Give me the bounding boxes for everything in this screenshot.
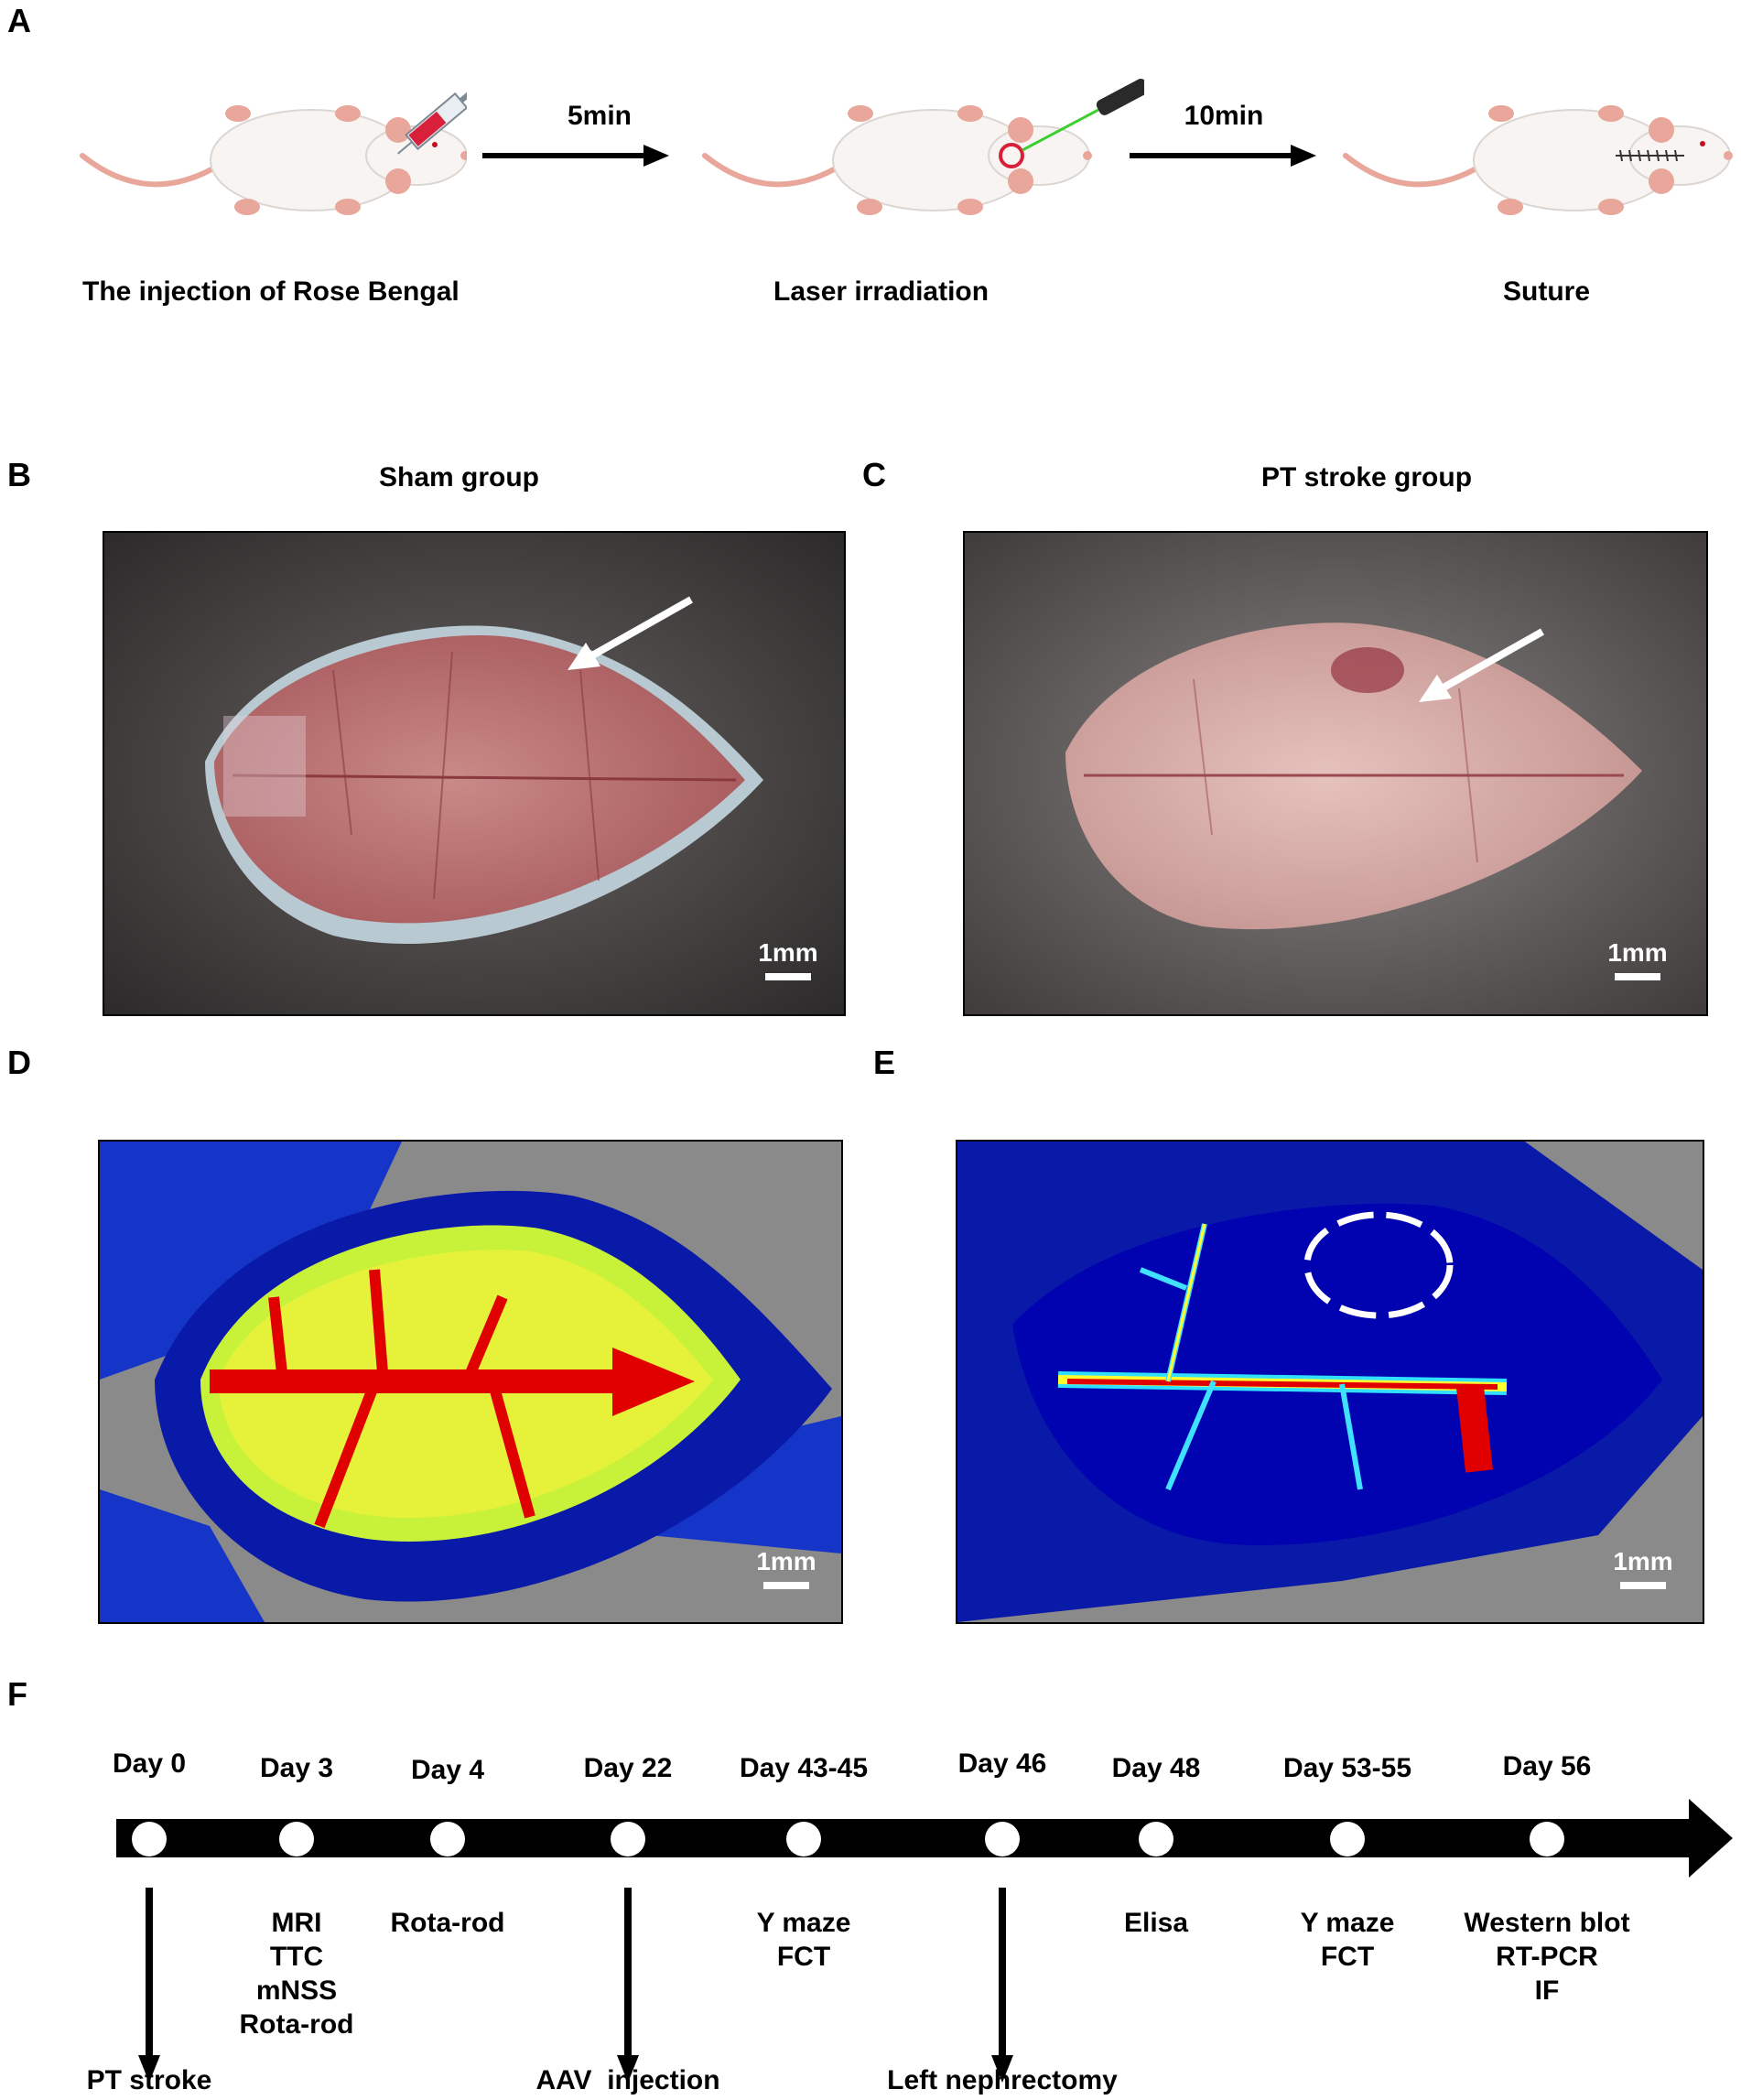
arrow-label-2: 10min bbox=[1184, 101, 1264, 131]
timeline-dot bbox=[985, 1822, 1020, 1856]
timeline-day-label: Day 4 bbox=[410, 1755, 485, 1785]
white-arrow-icon bbox=[568, 596, 693, 670]
down-arrow-icon bbox=[138, 1888, 160, 2083]
scale-bar-e: 1mm bbox=[1602, 1547, 1684, 1589]
timeline-dot bbox=[1530, 1822, 1564, 1856]
panel-title-sham: Sham group bbox=[379, 462, 540, 493]
timeline-activities: MRI TTC mNSS Rota-rod bbox=[239, 1908, 354, 2040]
timeline-dot bbox=[132, 1822, 167, 1856]
pt-stroke-skull-photo bbox=[963, 531, 1708, 1016]
timeline-activities: Western blot RT-PCR IF bbox=[1464, 1908, 1630, 2006]
timeline-activities: Y maze FCT bbox=[1300, 1908, 1395, 1972]
timeline-day-label: Day 48 bbox=[1111, 1753, 1201, 1783]
timeline-day-label: Day 22 bbox=[583, 1753, 673, 1783]
panel-label-b: B bbox=[7, 456, 31, 493]
timeline-day-label: Day 43-45 bbox=[739, 1753, 869, 1783]
down-arrow-icon bbox=[991, 1888, 1013, 2083]
scale-bar-line bbox=[1615, 973, 1660, 980]
step-caption-laser: Laser irradiation bbox=[773, 276, 989, 307]
scale-bar-line bbox=[1620, 1582, 1666, 1589]
timeline-dot bbox=[786, 1822, 821, 1856]
scale-label: 1mm bbox=[1607, 938, 1668, 967]
timeline-arrow bbox=[116, 1799, 1733, 1878]
timeline-day-label: Day 53-55 bbox=[1282, 1753, 1412, 1783]
timeline-activities: Elisa bbox=[1123, 1908, 1189, 1938]
scale-label: 1mm bbox=[758, 938, 818, 967]
white-arrow-icon bbox=[1419, 628, 1544, 702]
pt-stroke-perfusion-map bbox=[956, 1140, 1704, 1624]
timeline-activities: Rota-rod bbox=[390, 1908, 505, 1938]
scale-bar-d: 1mm bbox=[745, 1547, 827, 1589]
timeline-event-label: Left nephrectomy bbox=[887, 2065, 1118, 2095]
scale-bar-c: 1mm bbox=[1596, 938, 1679, 980]
timeline-day-label: Day 0 bbox=[112, 1748, 187, 1779]
timeline-day-label: Day 56 bbox=[1502, 1751, 1592, 1781]
panel-label-e: E bbox=[873, 1044, 896, 1081]
mouse-syringe-icon bbox=[80, 83, 467, 215]
scale-bar-b: 1mm bbox=[747, 938, 829, 980]
scale-label: 1mm bbox=[756, 1547, 816, 1575]
timeline-dot bbox=[430, 1822, 465, 1856]
sham-perfusion-map bbox=[98, 1140, 843, 1624]
sham-skull-photo bbox=[103, 531, 846, 1016]
timeline-dot bbox=[1330, 1822, 1365, 1856]
panel-label-d: D bbox=[7, 1044, 31, 1081]
timeline-day-label: Day 3 bbox=[259, 1753, 334, 1783]
panel-label-f: F bbox=[7, 1675, 27, 1713]
scale-bar-line bbox=[765, 973, 811, 980]
timeline-event-label: AAV injection bbox=[535, 2065, 720, 2095]
arrow-right-icon bbox=[482, 145, 669, 167]
timeline-day-label: Day 46 bbox=[957, 1748, 1047, 1779]
panel-label-a: A bbox=[7, 2, 31, 39]
timeline-dot bbox=[279, 1822, 314, 1856]
scale-bar-line bbox=[763, 1582, 809, 1589]
step-caption-injection: The injection of Rose Bengal bbox=[82, 276, 460, 307]
arrow-label-1: 5min bbox=[567, 101, 633, 131]
down-arrow-icon bbox=[617, 1888, 639, 2083]
timeline-event-label: PT stroke bbox=[86, 2065, 212, 2095]
scale-label: 1mm bbox=[1613, 1547, 1673, 1575]
mouse-laser-icon bbox=[702, 78, 1144, 215]
mouse-suture-icon bbox=[1343, 105, 1733, 215]
timeline-dot bbox=[611, 1822, 645, 1856]
panel-label-c: C bbox=[862, 456, 886, 493]
panel-title-pt-stroke: PT stroke group bbox=[1261, 462, 1473, 493]
step-caption-suture: Suture bbox=[1503, 276, 1591, 307]
arrow-right-icon bbox=[1130, 145, 1316, 167]
timeline-dot bbox=[1139, 1822, 1173, 1856]
timeline-activities: Y maze FCT bbox=[756, 1908, 851, 1972]
